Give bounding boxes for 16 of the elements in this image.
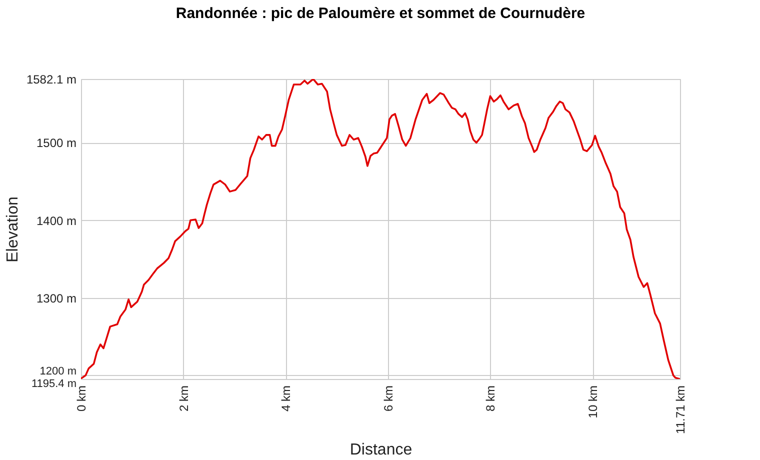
- x-tick-label: 10 km: [586, 386, 600, 418]
- x-tick-label: 11.71 km: [674, 385, 688, 434]
- y-tick-label: 1500 m: [36, 136, 76, 150]
- y-tick-label: 1200 m: [40, 366, 76, 378]
- x-tick-label: 8 km: [484, 386, 498, 412]
- x-tick-label: 6 km: [381, 386, 396, 412]
- x-tick-label: 2 km: [176, 386, 191, 412]
- x-tick-label: 0 km: [74, 386, 88, 412]
- y-tick-label: 1582.1 m: [26, 72, 76, 86]
- y-tick-label: 1300 m: [36, 291, 76, 306]
- x-axis-title: Distance: [350, 442, 412, 458]
- y-tick-label: 1400 m: [36, 214, 76, 228]
- y-axis-title: Elevation: [4, 196, 22, 262]
- y-tick-label: 1195.4 m: [31, 378, 76, 390]
- x-tick-label: 4 km: [279, 386, 294, 412]
- chart-title: Randonnée : pic de Paloumère et sommet de Cournudère: [176, 5, 586, 22]
